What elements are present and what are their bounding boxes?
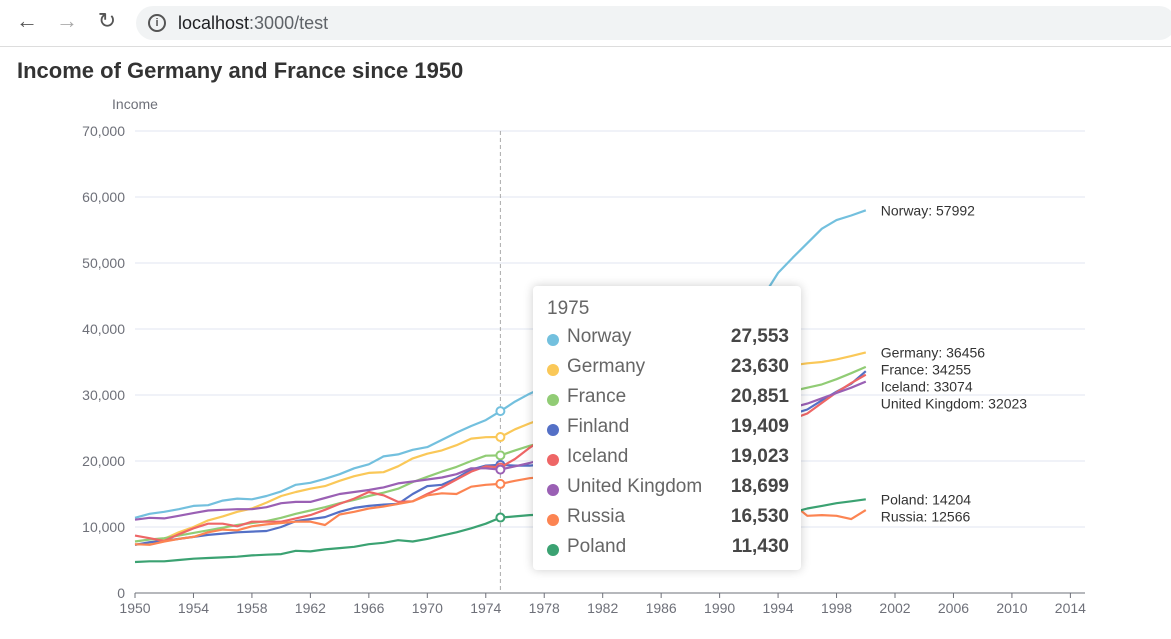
tooltip-series-name: Germany	[567, 356, 646, 377]
highlight-point	[495, 432, 506, 443]
y-axis-title: Income	[112, 96, 158, 112]
highlight-point	[495, 450, 506, 461]
series-color-dot	[547, 514, 559, 526]
highlight-point	[495, 512, 506, 523]
y-tick-label: 40,000	[82, 321, 125, 337]
tooltip-row: Iceland 19,023	[547, 446, 789, 476]
series-color-dot	[547, 394, 559, 406]
tooltip-row: Norway 27,553	[547, 326, 789, 356]
series-color-dot	[547, 424, 559, 436]
tooltip-series-value: 18,699	[730, 476, 789, 497]
x-tick-label: 2002	[879, 600, 910, 616]
x-tick-label: 1970	[412, 600, 443, 616]
highlight-point	[495, 406, 506, 417]
end-label: Russia: 12566	[881, 508, 971, 524]
series-color-dot	[547, 484, 559, 496]
tooltip-row: United Kingdom 18,699	[547, 476, 789, 506]
series-color-dot	[547, 454, 559, 466]
highlight-point	[495, 464, 506, 475]
tooltip-series-value: 19,409	[730, 416, 789, 437]
x-tick-label: 1994	[762, 600, 793, 616]
url-host: localhost	[178, 13, 250, 33]
x-tick-label: 1950	[119, 600, 150, 616]
y-tick-label: 70,000	[82, 123, 125, 139]
forward-arrow-icon[interactable]: →	[56, 8, 78, 33]
end-label: France: 34255	[881, 361, 971, 377]
chart-title: Income of Germany and France since 1950	[17, 58, 464, 83]
tooltip-series-value: 19,023	[730, 446, 789, 467]
x-tick-label: 1966	[353, 600, 384, 616]
tooltip-year: 1975	[547, 298, 590, 319]
tooltip-series-name: United Kingdom	[567, 476, 703, 497]
tooltip-series-value: 16,530	[730, 506, 789, 527]
end-label: Poland: 14204	[881, 491, 972, 507]
y-tick-label: 50,000	[82, 255, 125, 271]
x-tick-label: 1990	[704, 600, 735, 616]
x-tick-label: 1978	[529, 600, 560, 616]
x-tick-label: 2014	[1055, 600, 1086, 616]
tooltip-series-name: Norway	[567, 326, 632, 347]
y-tick-label: 0	[117, 585, 125, 601]
x-tick-label: 1974	[470, 600, 501, 616]
tooltip-series-value: 11,430	[731, 536, 789, 557]
y-tick-label: 20,000	[82, 453, 125, 469]
x-tick-label: 1986	[646, 600, 677, 616]
tooltip-series-name: Poland	[567, 536, 627, 557]
url-path: :3000/test	[249, 13, 329, 33]
tooltip-series-name: Russia	[567, 506, 626, 527]
x-tick-label: 1982	[587, 600, 618, 616]
y-tick-label: 30,000	[82, 387, 125, 403]
tooltip-series-name: Iceland	[567, 446, 629, 467]
y-tick-label: 10,000	[82, 519, 125, 535]
x-tick-label: 2006	[938, 600, 969, 616]
tooltip-row: Germany 23,630	[547, 356, 789, 386]
series-color-dot	[547, 364, 559, 376]
tooltip: 1975 Norway 27,553 Germany 23,630 France 20,8…	[533, 286, 801, 570]
x-tick-label: 2010	[996, 600, 1027, 616]
end-label: United Kingdom: 32023	[881, 395, 1028, 411]
y-tick-label: 60,000	[82, 189, 125, 205]
reload-icon[interactable]: ↻	[97, 8, 117, 33]
x-tick-label: 1954	[178, 600, 209, 616]
tooltip-series-value: 27,553	[730, 326, 789, 347]
x-tick-label: 1998	[821, 600, 852, 616]
back-arrow-icon[interactable]: ←	[16, 8, 38, 33]
x-tick-label: 1962	[295, 600, 326, 616]
tooltip-row: France 20,851	[547, 386, 789, 416]
tooltip-row: Russia 16,530	[547, 506, 789, 536]
site-info-icon[interactable]: i	[148, 14, 166, 32]
browser-toolbar: ← → ↻ i localhost:3000/test	[0, 0, 1171, 47]
end-label: Norway: 57992	[881, 202, 975, 218]
end-label: Germany: 36456	[881, 344, 985, 360]
tooltip-row: Poland 11,430	[547, 536, 789, 566]
end-label: Iceland: 33074	[881, 378, 973, 394]
tooltip-series-value: 23,630	[730, 356, 789, 377]
tooltip-series-name: Finland	[567, 416, 630, 437]
highlight-point	[495, 478, 506, 489]
x-tick-label: 1958	[236, 600, 267, 616]
tooltip-series-name: France	[567, 386, 627, 407]
tooltip-row: Finland 19,409	[547, 416, 789, 446]
tooltip-series-value: 20,851	[730, 386, 789, 407]
series-color-dot	[547, 544, 559, 556]
series-color-dot	[547, 334, 559, 346]
address-bar[interactable]: i localhost:3000/test	[136, 6, 1171, 40]
